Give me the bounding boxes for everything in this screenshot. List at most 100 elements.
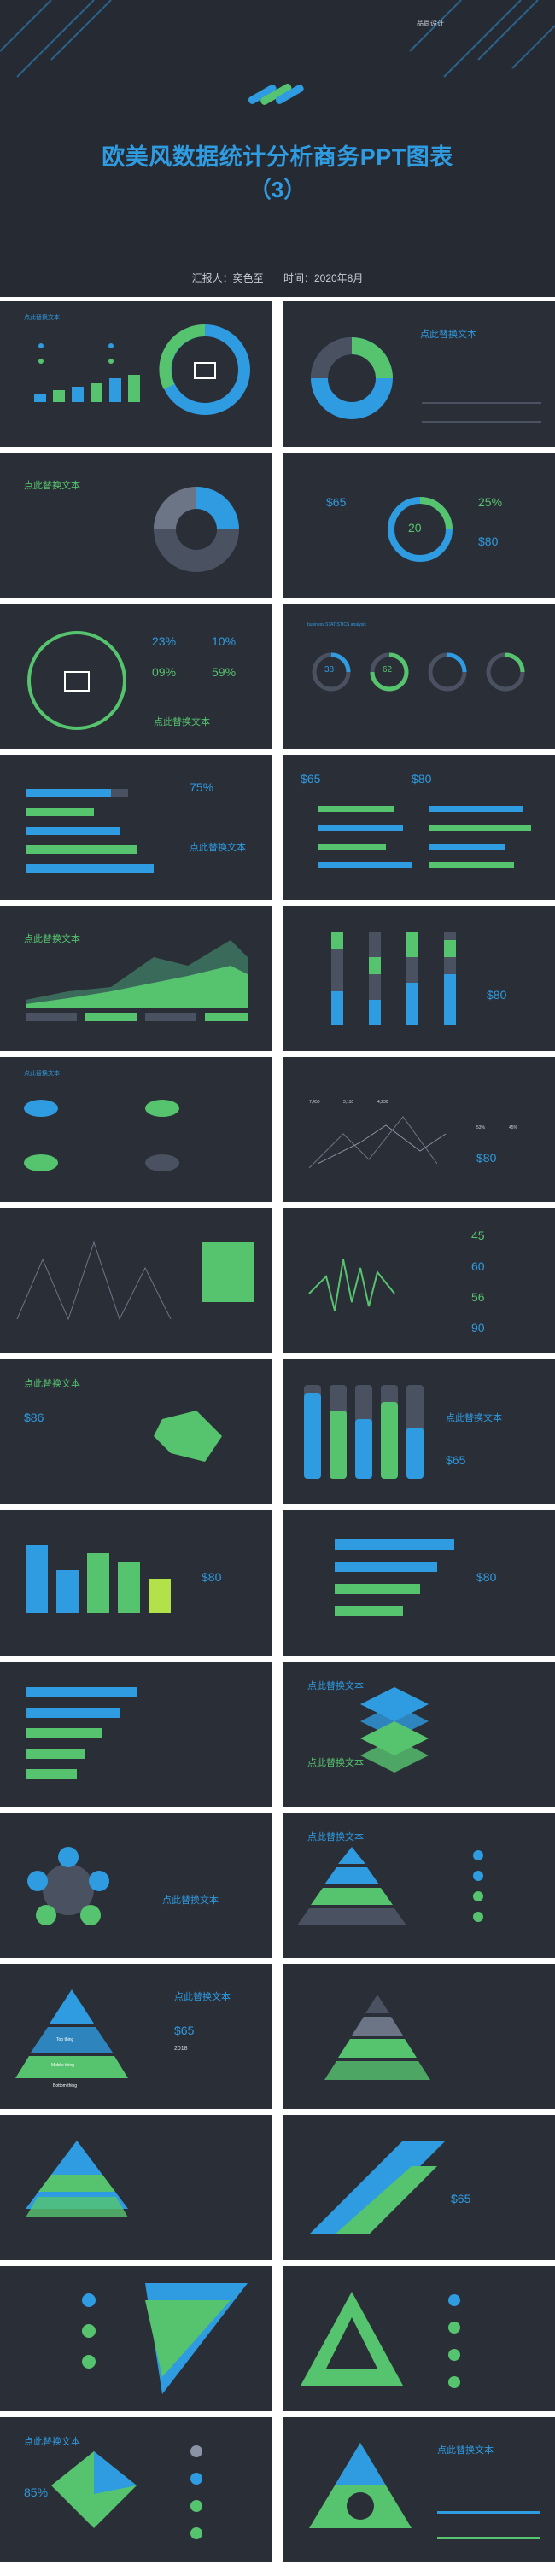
- value-65b: $65: [301, 772, 321, 786]
- circle-icon: [27, 631, 126, 730]
- petal-chart: [27, 1847, 109, 1925]
- slide-label: 点此替换文本: [437, 2445, 494, 2456]
- slide-label: 点此替换文本: [24, 1071, 60, 1077]
- four-rings: [312, 652, 525, 692]
- bottom-thing: Bottom thing: [53, 2083, 78, 2088]
- stacked-pyramid: [26, 2141, 128, 2217]
- slide-label: 点此替换文本: [24, 2437, 80, 2447]
- donut-chart-2: [311, 337, 541, 423]
- value-80e: $80: [202, 1570, 222, 1584]
- value-23: 23%: [152, 634, 177, 648]
- slide-28: [283, 2266, 555, 2411]
- slide-19: [0, 1662, 272, 1807]
- business-label: business STATISTICS analysis: [307, 622, 366, 628]
- slide-30: 点此替换文本: [283, 2417, 555, 2562]
- ring-val-1: 38: [324, 665, 335, 675]
- slide-12: 7,450 3,110 4,230 53% 45% $80: [283, 1057, 555, 1202]
- slide-9: 点此替换文本: [0, 906, 272, 1051]
- pyramid-chart: [297, 1847, 483, 1925]
- slide-label: 点此替换文本: [24, 315, 60, 321]
- slide-24: [283, 1964, 555, 2109]
- slide-22: 点此替换文本: [283, 1813, 555, 1958]
- slide-11: 点此替换文本: [0, 1057, 272, 1202]
- slide-4: $65 25% $80 20: [283, 453, 555, 598]
- value-20: 20: [408, 521, 422, 534]
- ring-gauge: [388, 497, 453, 562]
- pct53: 53%: [476, 1125, 486, 1130]
- n45: 45: [471, 1229, 485, 1242]
- slide-label: 点此替换文本: [24, 1379, 80, 1389]
- slide-2: 点此替换文本: [283, 301, 555, 447]
- value-65e: $65: [451, 2192, 471, 2205]
- slide-21: 点此替换文本: [0, 1813, 272, 1958]
- reporter: 汇报人：奕色至: [191, 272, 264, 284]
- slide-23: Top thing Middle thing Bottom thing 点此替换…: [0, 1964, 272, 2109]
- v7450: 7,450: [309, 1100, 320, 1105]
- slide-8: $65 $80: [283, 755, 555, 900]
- bar-columns: [26, 1545, 171, 1613]
- n90: 90: [471, 1321, 485, 1335]
- diagonal-stripes: [0, 0, 555, 78]
- pie-tiles: [24, 1100, 179, 1171]
- slide-15: 点此替换文本 $86: [0, 1359, 272, 1504]
- donut-chart: [34, 324, 250, 415]
- value-80: $80: [478, 534, 499, 548]
- triangle-levels: [15, 1989, 128, 2078]
- slide-label: 点此替换文本: [24, 934, 80, 944]
- pct45: 45%: [509, 1125, 518, 1130]
- slide-26: $65: [283, 2115, 555, 2260]
- wave-chart: [16, 1241, 254, 1321]
- value-75: 75%: [190, 780, 214, 794]
- slide-label: 点此替换文本: [446, 1413, 502, 1423]
- brand-logo-text: 品尚设计: [417, 20, 444, 27]
- value-65d: $65: [174, 2024, 195, 2037]
- middle-thing: Middle thing: [51, 2063, 74, 2068]
- slide-7: 75% 点此替换文本: [0, 755, 272, 900]
- v3110: 3,110: [343, 1100, 354, 1105]
- slide-18: $80: [283, 1510, 555, 1656]
- title-slide: 品尚设计 欧美风数据统计分析商务PPT图表 （3） 汇报人：奕色至 时间：202…: [0, 0, 555, 297]
- value-80b: $80: [412, 772, 432, 786]
- value-59: 59%: [212, 665, 237, 679]
- v4230: 4,230: [377, 1100, 388, 1105]
- stepped-triangle: [82, 2283, 248, 2394]
- slide-label: 点此替换文本: [154, 717, 210, 727]
- page-title: 欧美风数据统计分析商务PPT图表: [102, 144, 453, 170]
- slide-label: 点此替换文本: [190, 843, 246, 853]
- n56: 56: [471, 1290, 485, 1304]
- value-65: $65: [326, 495, 347, 509]
- slide-13: [0, 1208, 272, 1353]
- slide-14: 45 60 56 90: [283, 1208, 555, 1353]
- slide-25: [0, 2115, 272, 2260]
- value-09: 09%: [152, 665, 177, 679]
- slide-label: 点此替换文本: [307, 1832, 364, 1843]
- slide-label-2: 点此替换文本: [307, 1758, 364, 1768]
- slide-17: $80: [0, 1510, 272, 1656]
- value-25: 25%: [478, 495, 503, 509]
- slide-27: [0, 2266, 272, 2411]
- map-shape: [154, 1411, 222, 1462]
- value-85: 85%: [24, 2485, 49, 2499]
- value-80f: $80: [476, 1570, 497, 1584]
- slide-16: 点此替换文本 $65: [283, 1359, 555, 1504]
- slide-label: 点此替换文本: [307, 1681, 364, 1691]
- pie-chart: [154, 487, 239, 572]
- line-chart: [308, 1116, 447, 1169]
- slide-10: $80: [283, 906, 555, 1051]
- slide-label: 点此替换文本: [24, 481, 80, 491]
- value-86: $86: [24, 1411, 44, 1424]
- value-10: 10%: [212, 634, 237, 648]
- ring-val-2: 62: [383, 665, 393, 675]
- rounded-triangle: [301, 2292, 460, 2388]
- meta-line: 汇报人：奕色至 时间：2020年8月: [0, 271, 555, 285]
- slide-1: 点此替换文本: [0, 301, 272, 447]
- slide-29: 点此替换文本 85%: [0, 2417, 272, 2562]
- diamond-pyramid: [51, 2445, 202, 2539]
- fan-triangle: [309, 2141, 446, 2234]
- green-wave: [308, 1259, 395, 1311]
- slide-6: business STATISTICS analysis 38 62: [283, 604, 555, 749]
- top-thing: Top thing: [56, 2037, 74, 2042]
- capsule-bars: [304, 1385, 424, 1479]
- slide-3: 点此替换文本: [0, 453, 272, 598]
- page-subtitle: （3）: [248, 177, 307, 202]
